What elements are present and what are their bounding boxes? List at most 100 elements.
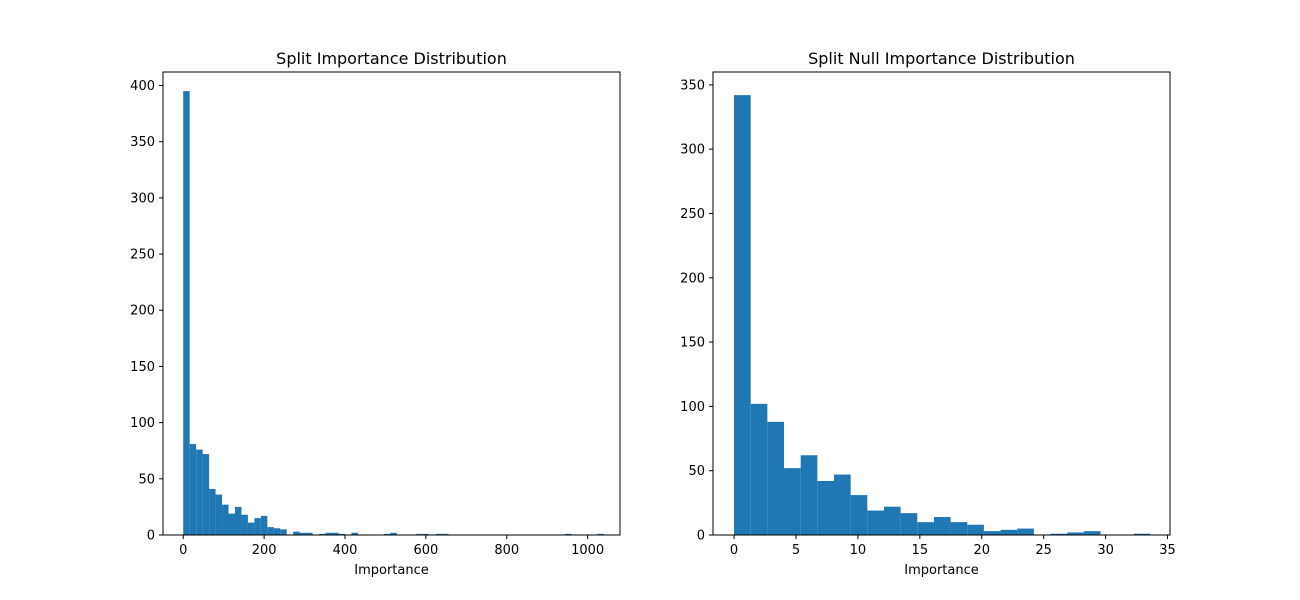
y-tick-label: 350 [130, 135, 155, 150]
y-tick-label: 50 [138, 472, 155, 487]
histogram-bar [209, 488, 216, 535]
y-tick-label: 350 [680, 78, 705, 93]
histogram-bar [254, 518, 261, 535]
histogram-bar [950, 522, 968, 535]
y-tick-label: 0 [147, 529, 155, 544]
histogram-bar [273, 528, 281, 535]
histogram-bar [1050, 533, 1068, 535]
x-tick-label: 10 [850, 543, 867, 558]
histogram-bar [565, 533, 572, 535]
x-tick-label: 800 [494, 543, 519, 558]
histogram-bar [933, 516, 951, 535]
histogram-bar [834, 474, 851, 535]
histogram-bar [784, 468, 801, 535]
split-null-importance-histogram: Split Null Importance Distribution 0 5 10 1… [680, 49, 1176, 578]
x-axis-label: Importance [354, 563, 429, 578]
histogram-bar [1083, 531, 1101, 535]
histogram-bar [280, 529, 287, 535]
y-tick-label: 200 [680, 271, 705, 286]
x-tick-label: 15 [912, 543, 929, 558]
plot-frame [162, 71, 621, 536]
histogram-bar [817, 480, 834, 535]
y-tick-label: 0 [697, 529, 705, 544]
y-tick-label: 250 [680, 207, 705, 222]
x-tick-label: 0 [179, 543, 187, 558]
histogram-bar [189, 443, 197, 535]
chart-title: Split Null Importance Distribution [808, 49, 1075, 68]
x-tick-label: 400 [333, 543, 358, 558]
x-tick-label: 35 [1159, 543, 1176, 558]
y-axis-ticks: 0 50 100 150 200 250 300 350 400 [130, 79, 163, 544]
histogram-bar [442, 533, 449, 535]
histogram-bar [867, 510, 884, 535]
histogram-bar [917, 522, 934, 535]
histogram-bar [900, 513, 918, 535]
histogram-bar [215, 494, 223, 535]
y-tick-label: 300 [680, 143, 705, 158]
histogram-bar [1017, 528, 1034, 535]
histogram-bar [234, 506, 242, 535]
histogram-bar [390, 532, 397, 535]
histogram-bar [202, 454, 210, 535]
histogram-bar [1133, 533, 1151, 535]
plot-frame [712, 71, 1171, 536]
histogram-bar [338, 533, 345, 535]
x-tick-label: 30 [1097, 543, 1114, 558]
histogram-bar [351, 532, 358, 535]
x-axis-ticks: 0 200 400 600 800 1000 [179, 535, 604, 558]
x-tick-label: 0 [730, 543, 738, 558]
y-axis-ticks: 0 50 100 150 200 250 300 350 [680, 78, 713, 544]
histogram-bar [247, 522, 255, 535]
histogram-bar [325, 532, 333, 535]
histogram-bar [183, 91, 190, 535]
histogram-bar [883, 506, 901, 535]
x-axis-ticks: 0 5 10 15 20 25 30 35 [730, 535, 1176, 558]
histogram-bar [734, 95, 751, 536]
histogram-bar [967, 524, 984, 535]
histogram-bar [267, 527, 274, 535]
histogram-bar [416, 533, 423, 535]
chart-title: Split Importance Distribution [276, 49, 507, 68]
histogram-bar [383, 533, 391, 535]
histogram-bar [850, 495, 868, 535]
histogram-bar [983, 531, 1001, 535]
histogram-bar [1000, 529, 1018, 535]
y-tick-label: 150 [130, 360, 155, 375]
x-tick-label: 20 [973, 543, 990, 558]
y-tick-label: 400 [130, 79, 155, 94]
y-tick-label: 200 [130, 304, 155, 319]
y-tick-label: 100 [130, 416, 155, 431]
histogram-bar [319, 533, 326, 535]
histogram-bar [435, 533, 443, 535]
histogram-bar [750, 403, 768, 535]
bars-group [183, 91, 604, 535]
histogram-bar [196, 449, 203, 535]
histogram-bar [222, 504, 229, 535]
x-tick-label: 5 [792, 543, 800, 558]
histogram-bar [1067, 532, 1084, 535]
y-tick-label: 300 [130, 191, 155, 206]
bars-group [734, 95, 1151, 536]
y-tick-label: 150 [680, 336, 705, 351]
histogram-bar [241, 514, 248, 535]
histogram-bar [767, 421, 785, 535]
histogram-bar [422, 533, 430, 535]
x-tick-label: 600 [413, 543, 438, 558]
histogram-bar [306, 532, 313, 535]
x-axis-label: Importance [904, 563, 979, 578]
histogram-bar [299, 532, 307, 535]
x-tick-label: 1000 [571, 543, 604, 558]
histogram-bar [332, 532, 339, 535]
y-tick-label: 100 [680, 400, 705, 415]
histogram-bar [260, 515, 268, 535]
histogram-bar [228, 513, 235, 535]
x-tick-label: 25 [1035, 543, 1052, 558]
histogram-bar [293, 531, 300, 535]
histogram-bar [597, 533, 604, 535]
y-tick-label: 250 [130, 248, 155, 263]
histogram-bar [800, 455, 818, 535]
split-importance-histogram: Split Importance Distribution 0 200 400 600… [130, 49, 621, 578]
x-tick-label: 200 [252, 543, 277, 558]
y-tick-label: 50 [688, 464, 705, 479]
